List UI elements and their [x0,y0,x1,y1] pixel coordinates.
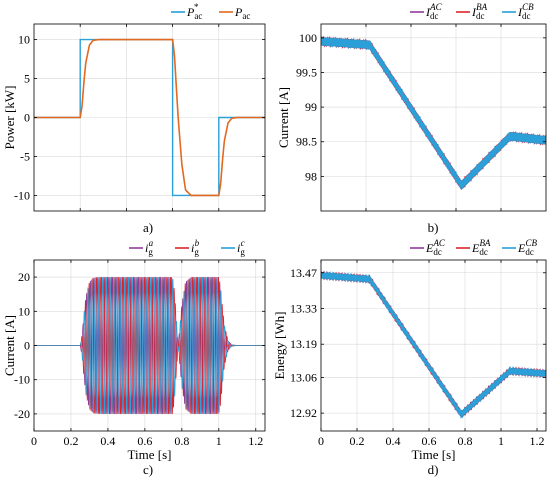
series-line-1 [321,35,546,190]
ytick-label: 10 [18,304,30,318]
ytick-label: -20 [14,407,30,421]
legend-label: igb [191,238,200,257]
xtick-label: 1 [216,434,222,448]
ytick-label: 99.5 [296,65,317,79]
series-line-2 [321,35,546,190]
ytick-label: 20 [18,270,30,284]
legend-a: Pac* Pac [171,2,250,21]
plot-area-a [34,38,265,197]
xtick-label: 0.6 [137,434,152,448]
legend-c: iga igb igc [129,238,245,257]
y-axis-label: Energy [Wh] [272,312,287,380]
xtick-label: 0 [318,434,324,448]
grid-b [321,24,546,211]
subplot-caption: b) [428,220,439,235]
xtick-label: 0.6 [422,434,437,448]
ytick-label: -5 [20,149,30,163]
ytick-label: 13.47 [290,266,317,280]
series-line-3 [321,35,546,189]
subplot-caption: d) [428,462,439,477]
grid-d [320,260,546,431]
chart-c: -20 -10 0 10 20 0 0.2 0.4 0.6 0.8 1 1.2 Current [A] T… [2,238,266,477]
legend-label: EdcBA [471,238,491,257]
series-line-2 [321,270,546,418]
ytick-label: 99 [305,100,317,114]
chart-d: 12.92 13.06 13.19 13.33 13.47 0 0.2 0.4 0.6 0.8 1 1… [272,238,547,477]
subplot-caption: a) [143,220,153,235]
subplot-caption: c) [143,462,153,477]
xtick-label: 1.2 [248,434,263,448]
ytick-label: 0 [24,339,30,353]
x-axis-label: Time [s] [128,447,172,462]
xtick-label: 0.8 [458,434,473,448]
legend-b: IdcAC IdcBA IdcCB [410,2,534,21]
ytick-label: 13.06 [290,370,317,384]
legend-label: EdcCB [517,238,537,257]
y-axis-label: Current [A] [276,87,291,148]
series-line-3 [321,270,546,419]
x-axis-label: Time [s] [412,447,456,462]
y-axis-label: Power [kW] [2,86,17,150]
legend-label: EdcAC [425,238,446,257]
ytick-label: 13.19 [290,337,317,351]
xtick-label: 0.4 [386,434,401,448]
axes-box-d [320,259,547,432]
xtick-label: 0.4 [100,434,115,448]
legend-label: igc [237,238,245,257]
plot-area-b [321,35,546,190]
chart-a: -10 -5 0 5 10 Power [kW] a) Pac* Pac [2,2,266,235]
legend-label: Pac* [186,2,202,21]
ytick-label: 0 [24,111,30,125]
xtick-label: 0.8 [174,434,189,448]
series-line-3 [34,277,265,414]
legend-label: Pac [234,5,250,21]
xtick-label: 1 [498,434,504,448]
xtick-label: 1.2 [530,434,545,448]
ytick-label: -10 [14,373,30,387]
axes-box-b [320,23,547,212]
y-axis-label: Current [A] [2,315,17,376]
legend-label: IdcBA [471,2,488,21]
legend-label: IdcCB [517,2,534,21]
legend-d: EdcAC EdcBA EdcCB [410,238,537,257]
xtick-label: 0 [31,434,37,448]
ytick-label: 98.5 [296,135,317,149]
ytick-label: 13.33 [290,301,317,315]
plot-area-d [321,270,546,419]
xtick-label: 0.2 [63,434,78,448]
legend-label: iga [145,238,154,257]
xtick-label: 0.2 [350,434,365,448]
series-line-1 [321,270,546,418]
series-line-1 [34,38,265,197]
ytick-label: 100 [299,31,317,45]
plot-area-c [34,277,265,414]
ytick-label: 10 [18,33,30,47]
ytick-label: -10 [14,188,30,202]
ytick-label: 5 [24,72,30,86]
legend-label: IdcAC [425,2,443,21]
ytick-label: 12.92 [290,406,317,420]
series-line-2 [34,38,265,197]
ytick-label: 98 [305,169,317,183]
